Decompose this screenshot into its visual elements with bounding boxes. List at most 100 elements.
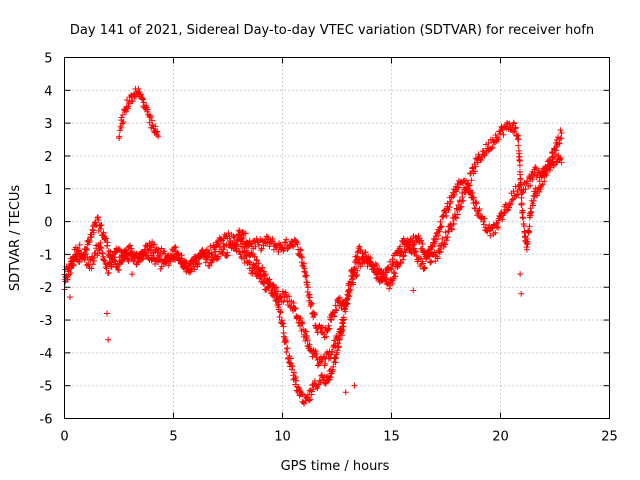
data-point	[83, 245, 90, 252]
data-point	[234, 241, 241, 248]
data-point	[104, 310, 111, 317]
data-point	[435, 232, 442, 239]
data-point	[276, 301, 283, 308]
data-point	[280, 288, 287, 295]
data-point	[550, 162, 557, 169]
data-point	[325, 355, 332, 362]
data-point	[512, 125, 519, 132]
data-point	[251, 253, 258, 260]
data-point	[301, 331, 308, 338]
data-point	[269, 237, 276, 244]
data-point	[286, 242, 293, 249]
data-point	[356, 243, 363, 250]
data-point	[284, 245, 291, 252]
data-point	[98, 222, 105, 229]
data-point	[499, 216, 506, 223]
x-tick-label: 5	[169, 430, 177, 445]
data-point	[310, 386, 317, 393]
data-point	[305, 284, 312, 291]
data-point	[311, 310, 318, 317]
data-point	[470, 194, 477, 201]
data-point	[76, 241, 83, 248]
data-point	[453, 215, 460, 222]
data-point	[88, 265, 95, 272]
data-point	[133, 261, 140, 268]
data-point	[86, 238, 93, 245]
data-point	[157, 265, 164, 272]
data-point	[101, 257, 108, 264]
data-point	[556, 140, 563, 147]
data-point	[301, 400, 308, 407]
data-point	[138, 253, 145, 260]
data-point	[553, 136, 560, 143]
data-point	[510, 128, 517, 135]
data-point	[148, 244, 155, 251]
data-point	[437, 223, 444, 230]
data-point	[186, 267, 193, 274]
data-point	[427, 259, 434, 266]
data-point	[262, 271, 269, 278]
data-point	[460, 197, 467, 204]
data-point	[529, 176, 536, 183]
data-point	[155, 246, 162, 253]
data-point	[507, 200, 514, 207]
data-point	[302, 327, 309, 334]
data-point	[127, 242, 134, 249]
data-point	[255, 260, 262, 267]
data-point	[524, 238, 531, 245]
data-point	[261, 238, 268, 245]
data-point	[432, 258, 439, 265]
data-point	[388, 265, 395, 272]
data-point	[108, 264, 115, 271]
data-point	[289, 363, 296, 370]
data-point	[394, 259, 401, 266]
data-point	[290, 299, 297, 306]
data-point	[450, 193, 457, 200]
data-point	[447, 198, 454, 205]
data-point	[231, 235, 238, 242]
data-point	[552, 151, 559, 158]
data-point	[204, 246, 211, 253]
data-point	[297, 315, 304, 322]
data-point	[105, 336, 112, 343]
data-point	[505, 204, 512, 211]
data-point	[386, 285, 393, 292]
data-point	[67, 269, 74, 276]
data-point	[529, 202, 536, 209]
data-point	[445, 206, 452, 213]
data-point	[526, 223, 533, 230]
data-point	[373, 271, 380, 278]
data-point	[135, 258, 142, 265]
data-point	[264, 239, 271, 246]
data-point	[151, 241, 158, 248]
data-point	[299, 320, 306, 327]
data-point	[115, 266, 122, 273]
data-point	[341, 316, 348, 323]
data-point	[306, 397, 313, 404]
data-point	[519, 190, 526, 197]
data-point	[533, 165, 540, 172]
data-point	[472, 168, 479, 175]
data-point	[525, 229, 532, 236]
chart-title: Day 141 of 2021, Sidereal Day-to-day VTE…	[70, 23, 594, 38]
data-point	[116, 254, 123, 261]
data-point	[439, 235, 446, 242]
y-tick-label: 3	[44, 117, 52, 132]
data-point	[154, 128, 161, 135]
data-point	[66, 294, 73, 301]
data-point	[98, 245, 105, 252]
data-point	[266, 276, 273, 283]
data-point	[520, 215, 527, 222]
data-point	[294, 241, 301, 248]
data-point	[332, 355, 339, 362]
data-point	[253, 257, 260, 264]
data-point	[516, 181, 523, 188]
data-point	[522, 186, 529, 193]
data-point	[149, 122, 156, 129]
data-point	[139, 96, 146, 103]
data-point	[346, 289, 353, 296]
data-point	[491, 139, 498, 146]
data-point	[325, 322, 332, 329]
data-point	[542, 170, 549, 177]
data-point	[357, 246, 364, 253]
